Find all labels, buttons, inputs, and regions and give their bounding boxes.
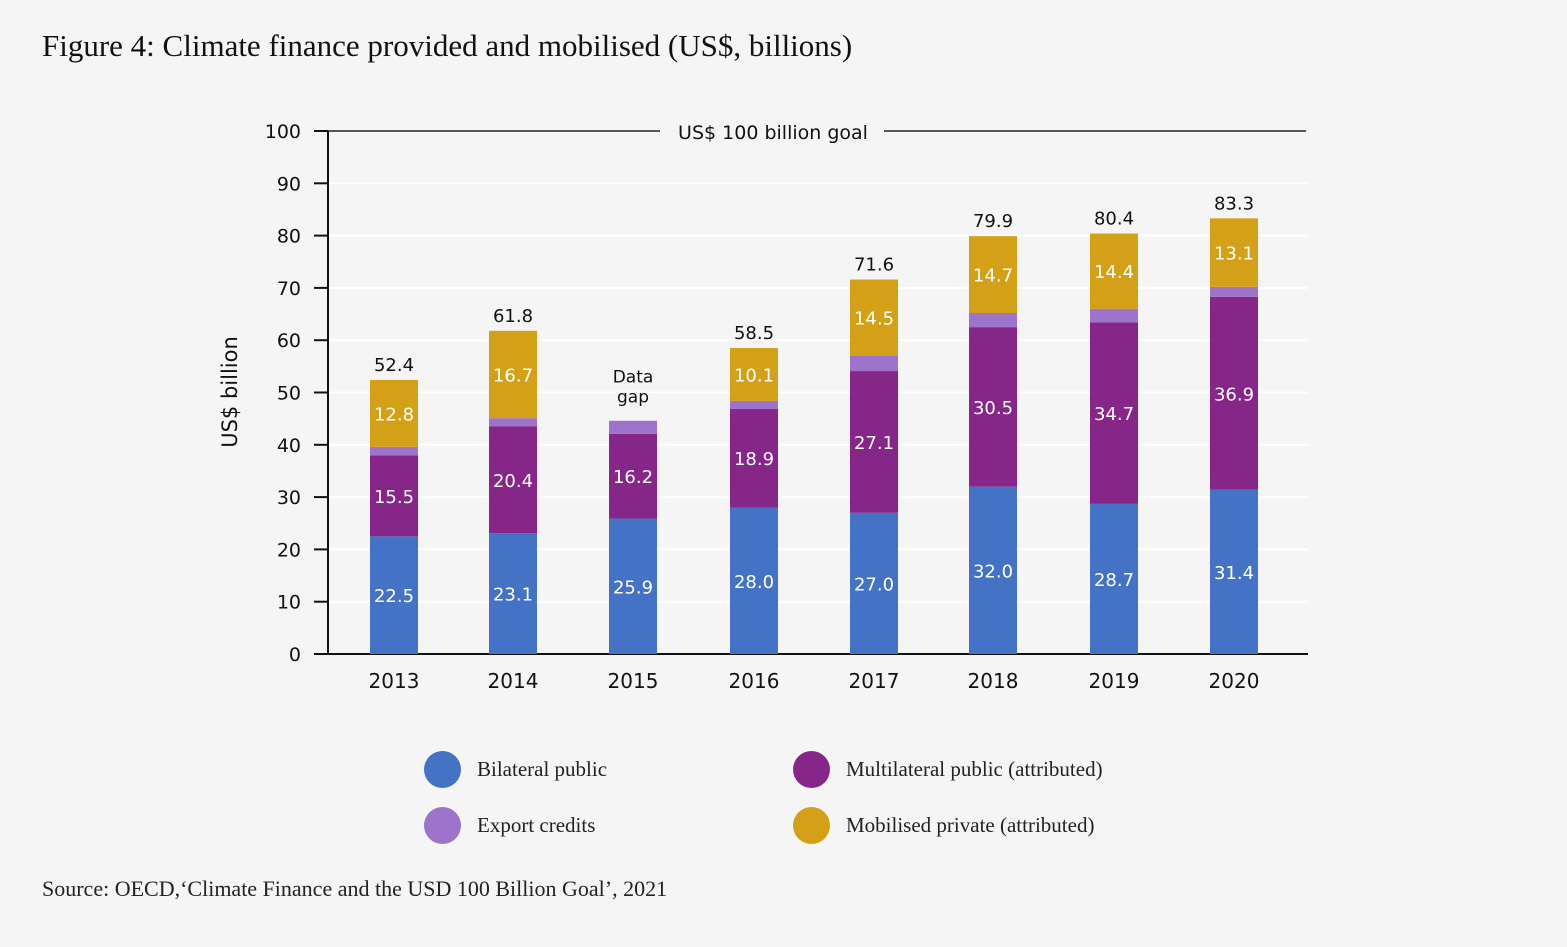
data-label: 32.0 — [973, 561, 1013, 582]
legend-label: Export credits — [477, 813, 596, 837]
bar-segment-bilateral-public — [489, 533, 537, 654]
y-axis-label: US$ billion — [218, 336, 242, 448]
data-label: 30.5 — [973, 398, 1013, 419]
data-label: 34.7 — [1094, 404, 1134, 425]
y-tick-label: 20 — [277, 539, 301, 561]
bar-segment-multilateral-public-attributed- — [969, 327, 1017, 487]
x-tick-label: 2014 — [488, 669, 539, 693]
bar-segment-bilateral-public — [609, 518, 657, 654]
y-tick-label: 100 — [265, 121, 301, 143]
x-tick-label: 2016 — [729, 669, 780, 693]
data-label: 16.7 — [493, 365, 533, 386]
x-tick-label: 2013 — [369, 669, 420, 693]
x-tick-label: 2018 — [968, 669, 1019, 693]
data-label: 10.1 — [734, 365, 774, 386]
figure-title: Figure 4: Climate finance provided and m… — [42, 28, 853, 63]
data-label: 14.4 — [1094, 262, 1134, 283]
bar-segment-multilateral-public-attributed- — [1090, 322, 1138, 504]
data-label: 14.7 — [973, 266, 1013, 287]
bar-segment-multilateral-public-attributed- — [609, 433, 657, 519]
bar-segment-mobilised-private-attributed- — [730, 348, 778, 401]
y-tick-label: 60 — [277, 330, 301, 352]
legend-label: Bilateral public — [477, 757, 608, 781]
legend-swatch — [793, 751, 830, 788]
data-label: 23.1 — [493, 585, 533, 606]
data-label: 18.9 — [734, 449, 774, 470]
bar-segment-mobilised-private-attributed- — [489, 330, 537, 419]
data-label: 27.1 — [854, 433, 894, 454]
bar-segment-export-credits — [609, 420, 657, 434]
data-label: 13.1 — [1214, 244, 1254, 265]
bar-segment-multilateral-public-attributed- — [489, 426, 537, 534]
bar-segment-export-credits — [489, 418, 537, 427]
source-note: Source: OECD,‘Climate Finance and the US… — [42, 876, 668, 901]
legend-item-mobilised-private: Mobilised private (attributed) — [793, 807, 1094, 844]
total-label: 71.6 — [854, 255, 894, 276]
bar-segment-bilateral-public — [850, 512, 898, 654]
total-label-data-gap: Data gap — [613, 368, 654, 408]
bar-segment-export-credits — [850, 355, 898, 372]
legend-swatch — [424, 751, 461, 788]
y-tick-label: 0 — [289, 644, 301, 666]
bar-segment-export-credits — [730, 400, 778, 409]
total-label: 52.4 — [374, 355, 414, 376]
data-label: 14.5 — [854, 308, 894, 329]
bar-segment-mobilised-private-attributed- — [1210, 218, 1258, 287]
y-tick-label: 80 — [277, 226, 301, 248]
total-label: 80.4 — [1094, 209, 1134, 230]
y-tick-label: 30 — [277, 487, 301, 509]
bar-segment-multilateral-public-attributed- — [1210, 296, 1258, 490]
bar-segment-export-credits — [1090, 308, 1138, 323]
legend-swatch — [424, 807, 461, 844]
y-tick-label: 50 — [277, 383, 301, 405]
bar-segment-bilateral-public — [1090, 503, 1138, 654]
data-label: 28.0 — [734, 572, 774, 593]
legend-item-export-credits: Export credits — [424, 807, 595, 844]
legend-label: Mobilised private (attributed) — [846, 813, 1095, 837]
data-label: 36.9 — [1214, 384, 1254, 405]
stacked-bar-chart: 0 10 20 30 40 50 60 70 80 90 100 US$ 100 billion go… — [218, 121, 1308, 693]
data-label: 20.4 — [493, 471, 533, 492]
bar-segment-multilateral-public-attributed- — [370, 455, 418, 537]
data-label: 25.9 — [613, 577, 653, 598]
x-tick-label: 2015 — [608, 669, 659, 693]
y-tick-label: 70 — [277, 278, 301, 300]
legend-item-bilateral: Bilateral public — [424, 751, 607, 788]
legend-item-multilateral: Multilateral public (attributed) — [793, 751, 1103, 788]
total-label: 83.3 — [1214, 193, 1254, 214]
data-label: 16.2 — [613, 467, 653, 488]
total-label: 79.9 — [973, 211, 1013, 232]
total-label: 61.8 — [493, 306, 533, 327]
bar-segment-export-credits — [1210, 286, 1258, 297]
data-label: 28.7 — [1094, 570, 1134, 591]
x-tick-label: 2019 — [1089, 669, 1140, 693]
bar-segment-mobilised-private-attributed- — [969, 236, 1017, 314]
y-tick-label: 90 — [277, 173, 301, 195]
data-label: 22.5 — [374, 586, 414, 607]
goal-label: US$ 100 billion goal — [678, 122, 868, 144]
bar-segment-bilateral-public — [730, 507, 778, 654]
x-tick-label: 2020 — [1209, 669, 1260, 693]
total-label: 58.5 — [734, 323, 774, 344]
bar-segment-export-credits — [969, 313, 1017, 328]
data-label: 31.4 — [1214, 563, 1254, 584]
bar-segment-export-credits — [370, 446, 418, 456]
data-label: 27.0 — [854, 574, 894, 595]
bar-segment-mobilised-private-attributed- — [850, 279, 898, 356]
data-label: 15.5 — [374, 487, 414, 508]
legend-swatch — [793, 807, 830, 844]
y-tick-label: 10 — [277, 592, 301, 614]
bar-segment-multilateral-public-attributed- — [850, 371, 898, 513]
bar-segment-mobilised-private-attributed- — [370, 379, 418, 447]
bar-segment-mobilised-private-attributed- — [1090, 233, 1138, 309]
legend-label: Multilateral public (attributed) — [846, 757, 1103, 781]
bar-segment-multilateral-public-attributed- — [730, 408, 778, 508]
bar-segment-bilateral-public — [969, 486, 1017, 654]
bar-segment-bilateral-public — [1210, 489, 1258, 654]
x-tick-label: 2017 — [849, 669, 900, 693]
y-tick-label: 40 — [277, 435, 301, 457]
data-label: 12.8 — [374, 404, 414, 425]
bar-segment-bilateral-public — [370, 536, 418, 654]
